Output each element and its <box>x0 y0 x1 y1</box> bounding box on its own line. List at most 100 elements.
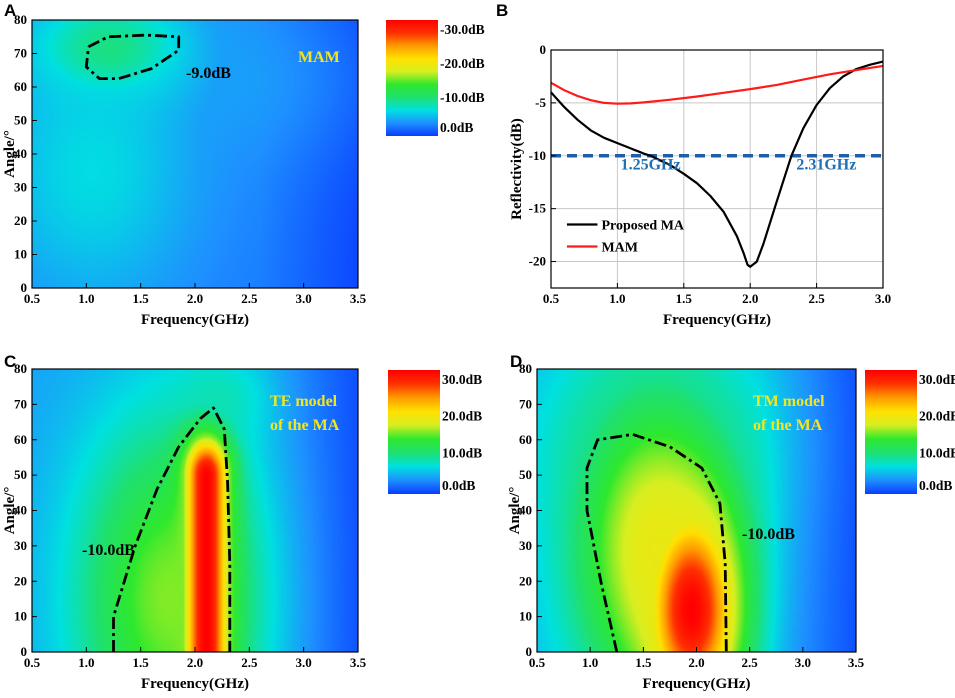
x-axis-label: Frequency(GHz) <box>642 676 750 692</box>
y-tick-label: 50 <box>519 467 532 482</box>
panel-label: A <box>4 1 16 20</box>
y-tick-label: 20 <box>14 213 27 228</box>
series-line-proposed-ma <box>550 60 884 268</box>
y-axis-label: Angle/° <box>507 487 523 535</box>
contour-line <box>112 406 232 652</box>
x-tick-label: 1.5 <box>133 291 150 306</box>
contour-label: -10.0dB <box>82 542 135 559</box>
y-tick-label: 50 <box>14 113 27 128</box>
x-tick-label: 3.0 <box>795 655 811 670</box>
y-tick-label: 40 <box>14 503 27 518</box>
heatmap-title-line: TM model <box>753 393 825 410</box>
panel-d: D -10.0dB TM model of the MA 30.0dB 20.0dB 10.… <box>507 352 955 692</box>
x-tick-label: 3.5 <box>350 291 367 306</box>
y-tick-label: 60 <box>519 432 532 447</box>
x-tick-label: 3.5 <box>848 655 865 670</box>
panel-label: D <box>510 352 522 371</box>
y-tick-label: 0 <box>540 42 547 57</box>
freq-annotation: 1.25GHz <box>621 157 681 174</box>
x-tick-label: 2.0 <box>187 291 203 306</box>
colorbar <box>386 20 438 136</box>
legend-label: Proposed MA <box>601 219 684 234</box>
heatmap-title-line: of the MA <box>270 417 340 434</box>
y-tick-label: 20 <box>14 573 27 588</box>
x-tick-label: 2.0 <box>187 655 203 670</box>
panel-a: A -9.0dB MAM -30.0dB -20.0dB -10.0dB 0.0dB 0.5 1… <box>2 1 485 328</box>
colorbar-label: -30.0dB <box>440 22 485 37</box>
y-tick-label: -5 <box>535 95 546 110</box>
y-tick-label: 50 <box>14 467 27 482</box>
contour-line <box>84 33 181 80</box>
series-line-mam <box>550 64 884 105</box>
y-tick-label: -15 <box>529 201 547 216</box>
plot-frame <box>550 49 884 289</box>
colorbar-label: 30.0dB <box>442 372 482 387</box>
y-tick-label: -10 <box>529 148 546 163</box>
colorbar-label: 30.0dB <box>919 372 955 387</box>
y-tick-label: 0 <box>526 644 533 659</box>
colorbar-label: -10.0dB <box>440 90 485 105</box>
y-tick-label: 10 <box>14 609 27 624</box>
colorbar-label: 20.0dB <box>919 409 955 424</box>
y-tick-label: 60 <box>14 432 27 447</box>
x-tick-label: 1.0 <box>78 291 94 306</box>
x-axis-label: Frequency(GHz) <box>141 676 249 692</box>
x-tick-label: 0.5 <box>529 655 546 670</box>
x-tick-label: 1.5 <box>635 655 652 670</box>
x-tick-label: 1.5 <box>133 655 150 670</box>
x-tick-label: 3.0 <box>296 291 312 306</box>
x-tick-label: 2.0 <box>688 655 704 670</box>
y-tick-label: 70 <box>14 46 27 61</box>
y-tick-label: 40 <box>14 146 27 161</box>
y-tick-label: 80 <box>14 361 27 376</box>
y-tick-label: 70 <box>14 396 27 411</box>
x-tick-label: 1.0 <box>609 291 625 306</box>
y-tick-label: 30 <box>519 538 532 553</box>
panel-c: C -10.0dB TE model of the MA 30.0dB 20.0dB 10.… <box>2 352 482 692</box>
colorbar-label: 0.0dB <box>442 478 475 493</box>
x-tick-label: 1.0 <box>78 655 94 670</box>
panel-label: C <box>4 352 16 371</box>
legend-label: MAM <box>601 241 638 256</box>
panel-b: B 1.25GHz 2.31GHz Proposed MA MAM 0.5 1.0 1.5 2.… <box>496 1 891 328</box>
y-tick-label: 80 <box>14 12 27 27</box>
x-tick-label: 0.5 <box>543 291 560 306</box>
heatmap-image <box>32 369 358 652</box>
y-tick-label: 30 <box>14 538 27 553</box>
x-tick-label: 2.5 <box>241 655 258 670</box>
panel-label: B <box>496 1 508 20</box>
x-tick-label: 2.5 <box>742 655 759 670</box>
y-tick-label: 70 <box>519 396 532 411</box>
colorbar-label: 0.0dB <box>919 478 952 493</box>
x-tick-label: 2.5 <box>241 291 258 306</box>
contour-label: -10.0dB <box>742 526 795 543</box>
colorbar-label: -20.0dB <box>440 56 485 71</box>
y-axis-label: Angle/° <box>2 487 18 535</box>
y-tick-label: 20 <box>519 573 532 588</box>
colorbar-label: 20.0dB <box>442 409 482 424</box>
heatmap-title-line: of the MA <box>753 417 823 434</box>
x-tick-label: 3.5 <box>350 655 367 670</box>
y-tick-label: 40 <box>519 503 532 518</box>
contour-line <box>585 432 728 653</box>
x-tick-label: 1.5 <box>676 291 693 306</box>
y-tick-label: 0 <box>21 644 28 659</box>
y-tick-label: 60 <box>14 79 27 94</box>
y-tick-label: 30 <box>14 180 27 195</box>
heatmap-image <box>537 369 856 652</box>
y-tick-label: 0 <box>21 280 28 295</box>
heatmap-title: MAM <box>298 49 340 66</box>
y-tick-label: 80 <box>519 361 532 376</box>
y-tick-label: 10 <box>519 609 532 624</box>
colorbar-label: 10.0dB <box>919 445 955 460</box>
y-axis-label: Angle/° <box>2 130 18 178</box>
x-tick-label: 0.5 <box>24 291 41 306</box>
colorbar-label: 0.0dB <box>440 120 473 135</box>
y-tick-label: -20 <box>529 254 546 269</box>
x-axis-label: Frequency(GHz) <box>663 312 771 328</box>
contour-label: -9.0dB <box>186 65 231 82</box>
x-tick-label: 0.5 <box>24 655 41 670</box>
colorbar-label: 10.0dB <box>442 445 482 460</box>
x-tick-label: 3.0 <box>296 655 312 670</box>
